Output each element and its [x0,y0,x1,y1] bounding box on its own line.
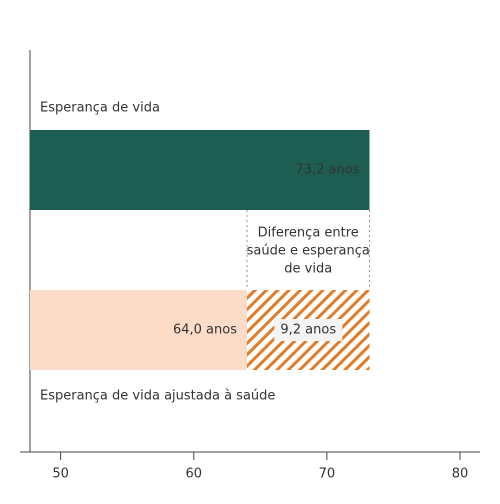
annotation: saúde e esperança [247,244,370,259]
value-label: 73,2 anos [295,163,359,178]
bar [30,290,248,370]
x-tick-label: 60 [185,467,202,482]
difference-label-bg [274,319,343,341]
x-tick-label: 70 [319,467,336,482]
value-label: 64,0 anos [173,323,237,338]
difference-label: 9,2 anos [280,323,336,338]
x-tick-label: 50 [52,467,69,482]
annotation: Diferença entre [258,226,359,241]
category-label: Esperança de vida ajustada à saúde [40,389,275,404]
annotation: de vida [284,262,332,277]
category-label: Esperança de vida [40,101,160,116]
x-tick-label: 80 [452,467,469,482]
bar [30,130,370,210]
